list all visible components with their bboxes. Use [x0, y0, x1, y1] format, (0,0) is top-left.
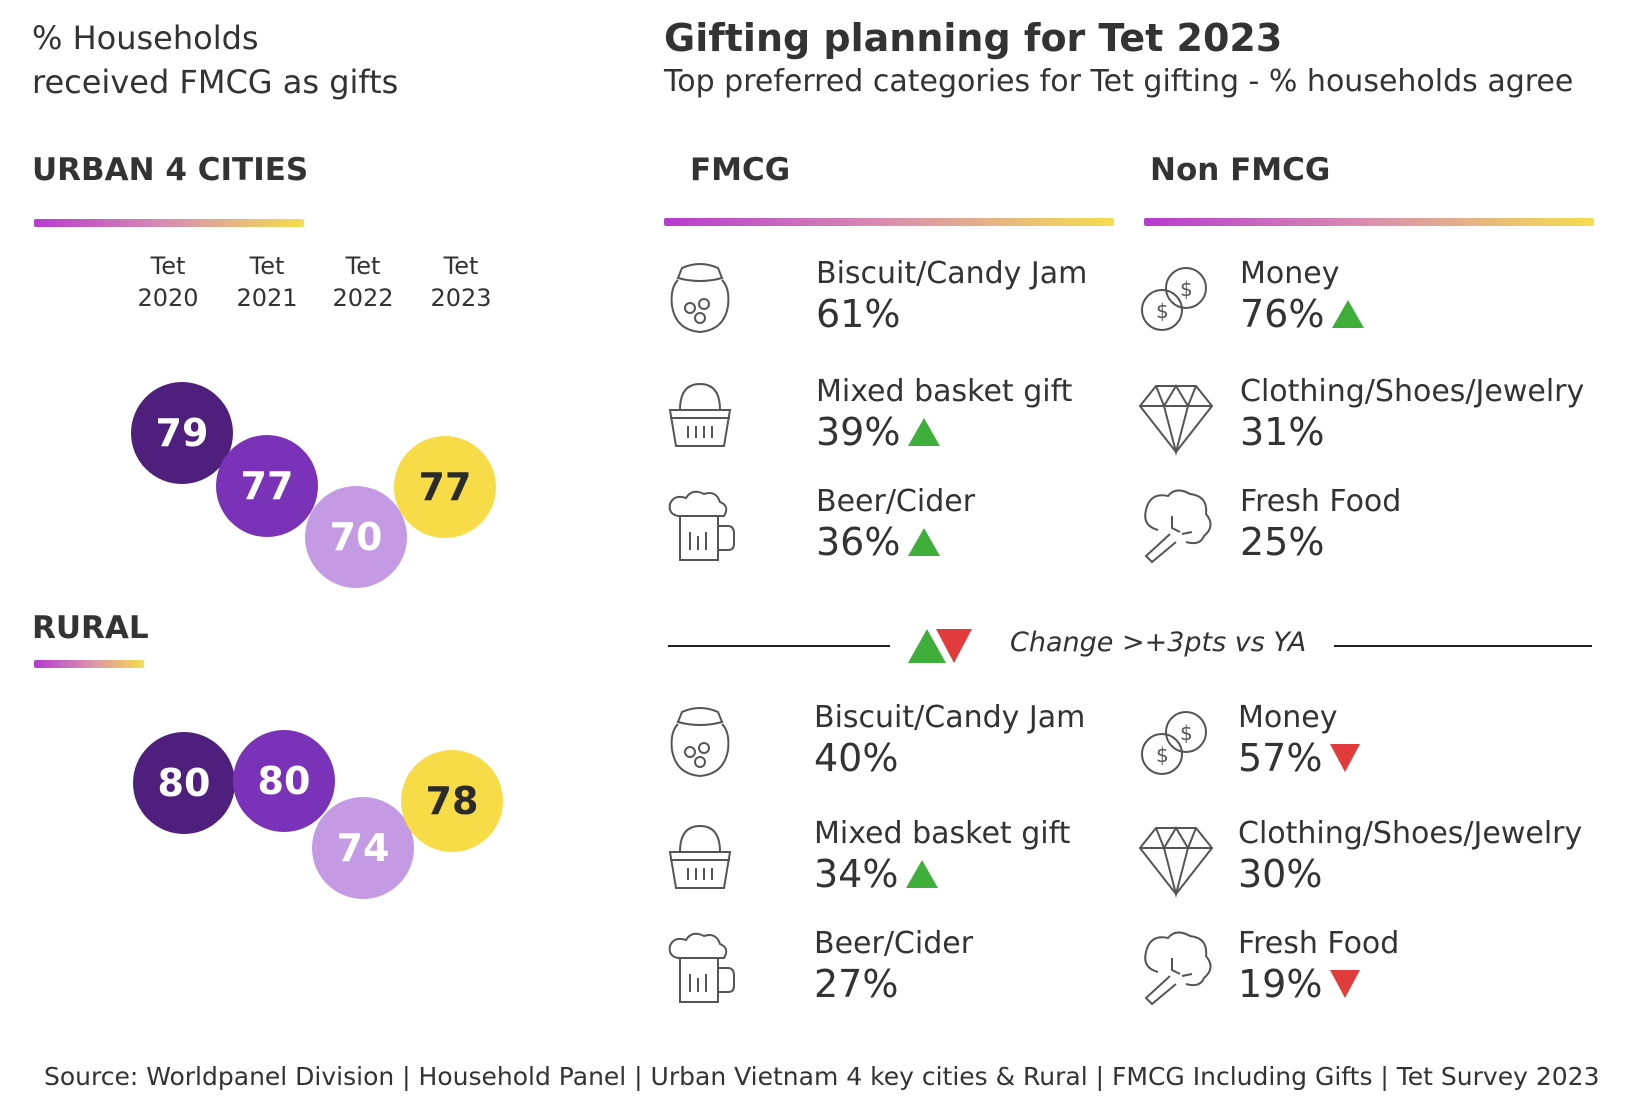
nonfmcg-0-2-value: 25%	[1240, 520, 1325, 564]
bubble-tet-2021: 80	[233, 730, 335, 832]
svg-text:$: $	[1180, 721, 1193, 745]
year-label-2022: Tet 2022	[332, 252, 394, 312]
basket-icon	[660, 376, 740, 456]
source-note: Source: Worldpanel Division | Household …	[44, 1062, 1600, 1091]
fmcg-1-1-label: Mixed basket gift	[814, 816, 1071, 851]
nonfmcg-header: Non FMCG	[1150, 152, 1331, 188]
up-arrow-icon	[908, 418, 941, 446]
left-title-line1: % Households	[32, 19, 259, 57]
broccoli-icon	[1136, 486, 1216, 566]
rural-bubble-chart: 80 80 74 78	[0, 0, 560, 920]
nonfmcg-1-1-label: Clothing/Shoes/Jewelry	[1238, 816, 1583, 851]
coins-icon: $ $	[1136, 702, 1216, 782]
nonfmcg-gradient-bar	[1144, 218, 1594, 226]
down-arrow-icon	[1330, 744, 1361, 772]
up-arrow-icon	[908, 528, 941, 556]
legend-line-right	[1334, 645, 1592, 647]
fmcg-header: FMCG	[690, 152, 791, 188]
svg-text:$: $	[1156, 299, 1169, 323]
up-arrow-icon	[906, 860, 939, 888]
urban-section-title: URBAN 4 CITIES	[32, 152, 309, 188]
bubble-tet-2023: 77	[394, 436, 496, 538]
main-subtitle: Top preferred categories for Tet gifting…	[664, 64, 1574, 99]
bubble-tet-2021: 77	[216, 435, 318, 537]
bubble-tet-2022: 70	[305, 486, 407, 588]
svg-text:$: $	[1156, 743, 1169, 767]
change-legend-icon	[908, 628, 972, 664]
left-panel-title: % Households received FMCG as gifts	[32, 16, 398, 104]
beer-icon	[660, 928, 740, 1008]
nonfmcg-1-2-value: 19%	[1238, 962, 1361, 1006]
bubble-tet-2020: 80	[133, 732, 235, 834]
fmcg-1-2-value: 27%	[814, 962, 899, 1006]
year-label-2020: Tet 2020	[137, 252, 199, 312]
basket-icon	[660, 818, 740, 898]
urban-gradient-bar	[34, 219, 304, 227]
nonfmcg-0-1-value: 31%	[1240, 410, 1325, 454]
nonfmcg-0-0-value: 76%	[1240, 292, 1365, 336]
legend-line-left	[668, 645, 890, 647]
fmcg-gradient-bar	[664, 218, 1114, 226]
fmcg-1-2-label: Beer/Cider	[814, 926, 974, 961]
urban-bubble-chart: 79 77 70 77	[0, 0, 560, 620]
up-arrow-icon	[1332, 300, 1365, 328]
year-label-2021: Tet 2021	[236, 252, 298, 312]
down-arrow-icon	[1330, 970, 1361, 998]
year-label-2023: Tet 2023	[430, 252, 492, 312]
bubble-tet-2023: 78	[401, 750, 503, 852]
nonfmcg-1-1-value: 30%	[1238, 852, 1323, 896]
fmcg-0-0-label: Biscuit/Candy Jam	[816, 256, 1088, 291]
fmcg-0-0-value: 61%	[816, 292, 901, 336]
jar-icon	[660, 702, 740, 782]
rural-gradient-bar	[34, 660, 144, 668]
coins-icon: $ $	[1136, 258, 1216, 338]
fmcg-0-2-label: Beer/Cider	[816, 484, 976, 519]
nonfmcg-0-1-label: Clothing/Shoes/Jewelry	[1240, 374, 1585, 409]
fmcg-0-1-label: Mixed basket gift	[816, 374, 1073, 409]
fmcg-1-0-label: Biscuit/Candy Jam	[814, 700, 1086, 735]
nonfmcg-1-0-value: 57%	[1238, 736, 1361, 780]
nonfmcg-0-0-label: Money	[1240, 256, 1340, 291]
fmcg-1-0-value: 40%	[814, 736, 899, 780]
diamond-icon	[1136, 376, 1216, 456]
nonfmcg-0-2-label: Fresh Food	[1240, 484, 1402, 519]
fmcg-1-1-value: 34%	[814, 852, 939, 896]
nonfmcg-1-0-label: Money	[1238, 700, 1338, 735]
fmcg-0-1-value: 39%	[816, 410, 941, 454]
jar-icon	[660, 258, 740, 338]
bubble-tet-2022: 74	[312, 797, 414, 899]
bubble-tet-2020: 79	[131, 382, 233, 484]
beer-icon	[660, 486, 740, 566]
rural-section-title: RURAL	[32, 610, 149, 646]
legend-text: Change >+3pts vs YA	[1010, 627, 1307, 658]
fmcg-0-2-value: 36%	[816, 520, 941, 564]
nonfmcg-1-2-label: Fresh Food	[1238, 926, 1400, 961]
broccoli-icon	[1136, 928, 1216, 1008]
main-title: Gifting planning for Tet 2023	[664, 16, 1283, 60]
left-title-line2: received FMCG as gifts	[32, 63, 399, 101]
diamond-icon	[1136, 818, 1216, 898]
svg-text:$: $	[1180, 277, 1193, 301]
